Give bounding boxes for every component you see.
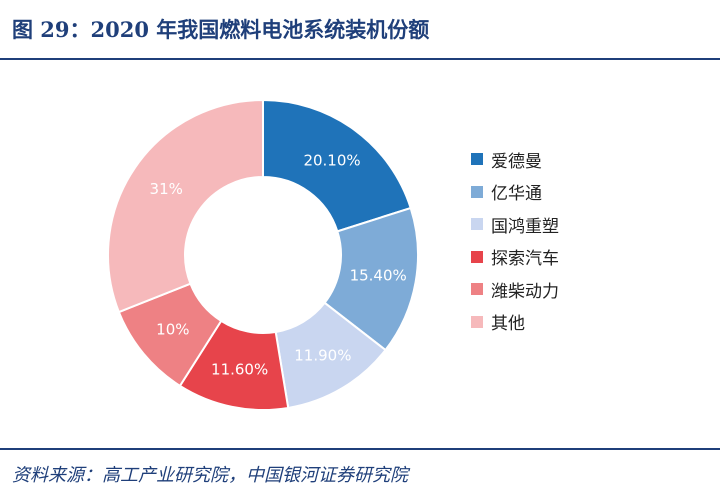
legend-label-4: 潍柴动力: [491, 281, 559, 302]
chart-title: 图 29：2020 年我国燃料电池系统装机份额: [12, 17, 430, 42]
source-divider: [0, 448, 720, 450]
legend-label-2: 国鸿重塑: [491, 216, 559, 237]
slice-label-2: 11.90%: [294, 347, 351, 365]
legend-item-5: 其他: [471, 306, 559, 339]
legend-swatch-1: [471, 185, 483, 198]
source-note: 资料来源：高工产业研究院，中国银河证券研究院: [12, 465, 408, 486]
legend-item-1: 亿华通: [471, 176, 559, 209]
donut-chart: 20.10% 15.40% 11.90% 11.60% 10% 31%: [107, 98, 419, 411]
slice-label-5: 31%: [150, 180, 183, 198]
slice-label-0: 20.10%: [303, 152, 360, 170]
slice-label-3: 11.60%: [211, 361, 268, 379]
legend-swatch-0: [471, 153, 483, 166]
donut-slice-5: [107, 98, 264, 314]
slice-label-4: 10%: [156, 321, 189, 339]
chart-legend: 爱德曼亿华通国鸿重塑探索汽车潍柴动力其他: [471, 143, 559, 338]
title-divider: [0, 58, 720, 60]
slice-label-1: 15.40%: [350, 266, 407, 284]
legend-swatch-2: [471, 218, 483, 231]
legend-label-0: 爱德曼: [491, 151, 542, 172]
legend-swatch-3: [471, 250, 483, 263]
legend-item-0: 爱德曼: [471, 143, 559, 176]
donut-slice-0: [262, 98, 412, 233]
legend-label-5: 其他: [491, 314, 525, 335]
legend-label-1: 亿华通: [491, 184, 542, 205]
legend-item-3: 探索汽车: [471, 241, 559, 274]
legend-item-4: 潍柴动力: [471, 273, 559, 306]
legend-swatch-4: [471, 283, 483, 296]
legend-item-2: 国鸿重塑: [471, 208, 559, 241]
legend-swatch-5: [471, 315, 483, 328]
legend-label-3: 探索汽车: [491, 249, 559, 270]
